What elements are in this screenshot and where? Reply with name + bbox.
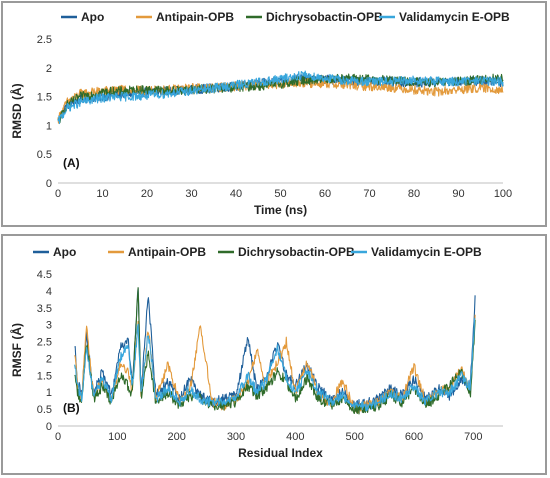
x-tick-label: 60	[319, 188, 331, 200]
y-tick-label: 0	[46, 421, 52, 433]
y-tick-label: 1	[46, 120, 52, 132]
legend-label: Antipain-OPB	[156, 10, 234, 24]
legend-label: Apo	[81, 10, 104, 24]
x-tick-label: 10	[96, 188, 108, 200]
legend-label: Apo	[53, 245, 76, 259]
x-tick-label: 0	[55, 188, 61, 200]
legend: Apo Antipain-OPB Dichrysobactin-OPB Validam…	[61, 10, 510, 24]
panel-label: (A)	[63, 156, 80, 170]
x-tick-label: 700	[464, 431, 482, 443]
x-tick-label: 90	[452, 188, 464, 200]
x-tick-label: 80	[408, 188, 420, 200]
y-tick-label: 3.5	[37, 303, 52, 315]
x-axis-label: Time (ns)	[254, 203, 307, 217]
x-tick-label: 200	[167, 431, 185, 443]
y-tick-label: 2.5	[37, 34, 52, 46]
legend: Apo Antipain-OPB Dichrysobactin-OPB Validam…	[33, 245, 482, 259]
x-tick-label: 100	[494, 188, 512, 200]
series-line	[57, 73, 504, 123]
x-tick-label: 0	[55, 431, 61, 443]
legend-label: Antipain-OPB	[128, 245, 206, 259]
series-lines	[74, 287, 476, 415]
y-tick-label: 2.5	[37, 337, 52, 349]
y-tick-label: 0.5	[37, 404, 52, 416]
x-tick-label: 40	[230, 188, 242, 200]
y-tick-label: 2	[46, 63, 52, 75]
legend-entry: Apo	[33, 245, 76, 259]
series-line	[57, 70, 504, 125]
series-lines	[57, 70, 504, 125]
x-tick-label: 20	[141, 188, 153, 200]
legend-entry: Validamycin E-OPB	[351, 245, 482, 259]
x-tick-label: 70	[363, 188, 375, 200]
x-tick-label: 400	[286, 431, 304, 443]
y-axis-label: RMSD (Å)	[9, 83, 24, 138]
x-tick-label: 300	[227, 431, 245, 443]
legend-entry: Validamycin E-OPB	[379, 10, 510, 24]
y-tick-label: 0	[46, 178, 52, 190]
x-tick-label: 50	[274, 188, 286, 200]
series-line	[74, 287, 476, 415]
legend-entry: Dichrysobactin-OPB	[246, 10, 383, 24]
legend-entry: Apo	[61, 10, 104, 24]
y-tick-label: 0.5	[37, 149, 52, 161]
x-tick-label: 500	[345, 431, 363, 443]
legend-entry: Antipain-OPB	[136, 10, 234, 24]
series-line	[74, 317, 476, 412]
legend-entry: Dichrysobactin-OPB	[218, 245, 355, 259]
x-tick-label: 30	[185, 188, 197, 200]
y-axis-label: RMSF (Å)	[9, 323, 24, 377]
y-tick-label: 1	[46, 387, 52, 399]
rmsd-panel: Apo Antipain-OPB Dichrysobactin-OPB Validam…	[1, 1, 547, 227]
legend-label: Dichrysobactin-OPB	[266, 10, 383, 24]
y-tick-label: 4.5	[37, 269, 52, 281]
legend-entry: Antipain-OPB	[108, 245, 206, 259]
y-tick-label: 3	[46, 320, 52, 332]
y-tick-label: 2	[46, 353, 52, 365]
y-tick-label: 4	[46, 286, 52, 298]
legend-label: Validamycin E-OPB	[371, 245, 482, 259]
rmsf-panel: Apo Antipain-OPB Dichrysobactin-OPB Validam…	[1, 234, 547, 475]
rmsd-chart: Apo Antipain-OPB Dichrysobactin-OPB Validam…	[9, 10, 512, 217]
x-tick-label: 600	[405, 431, 423, 443]
legend-label: Dichrysobactin-OPB	[238, 245, 355, 259]
rmsf-chart: Apo Antipain-OPB Dichrysobactin-OPB Validam…	[9, 245, 503, 460]
x-axis-label: Residual Index	[238, 446, 323, 460]
x-tick-label: 100	[108, 431, 126, 443]
y-tick-label: 1.5	[37, 92, 52, 104]
panel-label: (B)	[63, 401, 80, 415]
legend-label: Validamycin E-OPB	[399, 10, 510, 24]
y-tick-label: 1.5	[37, 370, 52, 382]
